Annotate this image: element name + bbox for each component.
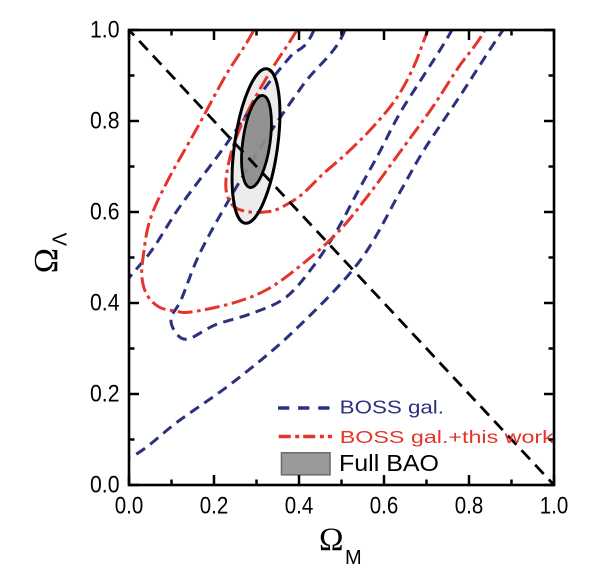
svg-text:ΩΛ: ΩΛ [28,232,72,273]
svg-text:ΩM: ΩM [319,522,362,569]
svg-text:0.4: 0.4 [285,493,314,520]
svg-text:BOSS gal.+this work: BOSS gal.+this work [340,427,554,447]
svg-text:0.2: 0.2 [90,380,120,407]
svg-text:0.6: 0.6 [90,198,120,225]
svg-text:0.6: 0.6 [370,493,399,520]
svg-text:Full BAO: Full BAO [339,450,439,476]
svg-text:0.0: 0.0 [115,493,144,520]
svg-text:0.8: 0.8 [455,493,484,520]
svg-text:0.4: 0.4 [90,289,120,316]
svg-text:0.2: 0.2 [200,493,229,520]
svg-text:0.0: 0.0 [90,471,120,498]
svg-text:0.8: 0.8 [90,107,120,134]
svg-text:1.0: 1.0 [540,493,569,520]
svg-text:1.0: 1.0 [90,16,120,43]
svg-text:BOSS gal.: BOSS gal. [340,397,444,418]
